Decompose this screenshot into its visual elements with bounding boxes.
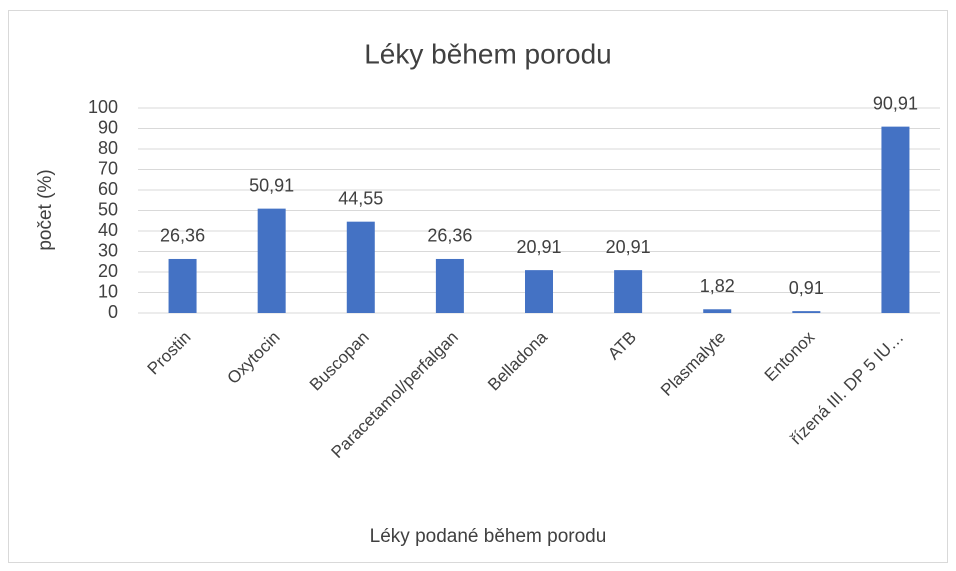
y-tick-label: 20 [98, 261, 118, 281]
y-tick-label: 0 [108, 302, 118, 322]
bar [168, 258, 197, 313]
y-tick-label: 60 [98, 179, 118, 199]
bar [257, 208, 286, 313]
data-label: 26,36 [427, 226, 472, 246]
data-label: 44,55 [338, 188, 383, 208]
y-tick-label: 10 [98, 281, 118, 301]
y-tick-label: 100 [88, 97, 118, 117]
y-axis-title: počet (%) [35, 169, 56, 250]
bar [792, 311, 821, 313]
data-label: 0,91 [789, 278, 824, 298]
data-label: 20,91 [516, 237, 561, 257]
data-label: 26,36 [160, 226, 205, 246]
y-tick-label: 80 [98, 138, 118, 158]
chart-border [8, 10, 948, 563]
y-tick-label: 70 [98, 158, 118, 178]
bar [346, 221, 375, 313]
bar [525, 270, 553, 313]
bar [435, 258, 464, 313]
data-label: 90,91 [873, 93, 918, 113]
data-label: 50,91 [249, 175, 294, 195]
bar [703, 309, 732, 313]
data-label: 1,82 [700, 276, 735, 296]
y-tick-label: 40 [98, 220, 118, 240]
chart-title: Léky během porodu [364, 38, 612, 69]
x-axis-title: Léky podané během porodu [370, 526, 607, 547]
y-tick-label: 90 [98, 117, 118, 137]
data-label: 20,91 [606, 237, 651, 257]
bar [614, 270, 643, 313]
y-tick-label: 30 [98, 240, 118, 260]
bar [881, 126, 910, 314]
y-tick-label: 50 [98, 199, 118, 219]
